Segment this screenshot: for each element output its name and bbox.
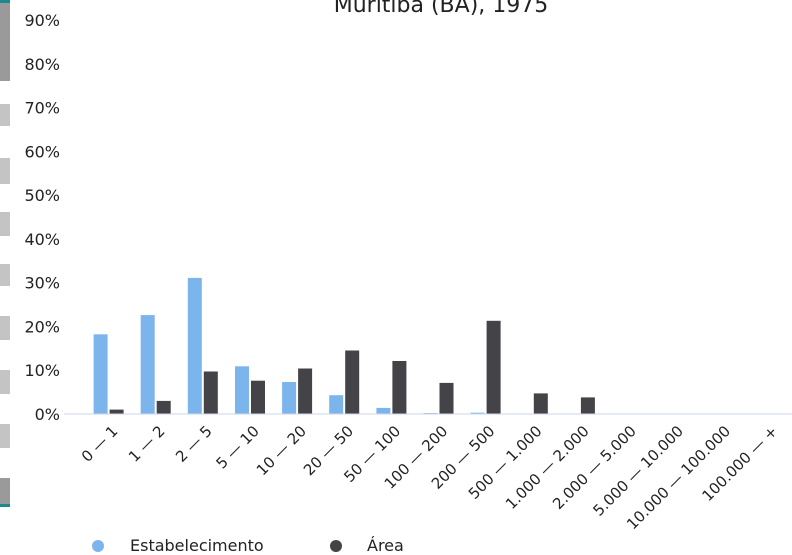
legend-label-estabelecimento[interactable]: Estabelecimento — [130, 536, 264, 555]
y-tick-label: 90% — [24, 11, 60, 30]
bar-area[interactable] — [439, 382, 454, 414]
chart-title: Muritiba (BA), 1975 — [334, 0, 549, 18]
y-tick-label: 10% — [24, 361, 60, 380]
bar-area[interactable] — [533, 393, 548, 414]
bar-area[interactable] — [203, 371, 218, 415]
y-tick-label: 30% — [24, 274, 60, 293]
bar-area[interactable] — [251, 380, 265, 414]
y-tick-label: 20% — [24, 317, 60, 336]
y-tick-label: 80% — [24, 55, 60, 74]
bar-estabelecimento[interactable] — [470, 412, 485, 414]
bar-area[interactable] — [109, 409, 124, 414]
y-tick-label: 70% — [24, 99, 60, 118]
bar-area[interactable] — [156, 400, 171, 414]
y-tick-label: 40% — [24, 230, 60, 249]
bar-area[interactable] — [298, 368, 313, 415]
x-tick-label: 2.000 — 5.000 — [549, 422, 640, 513]
y-tick-label: 60% — [24, 142, 60, 161]
bar-area[interactable] — [345, 350, 360, 415]
x-tick-label: 1.000 — 2.000 — [502, 422, 593, 513]
bar-estabelecimento[interactable] — [282, 382, 297, 414]
bar-estabelecimento[interactable] — [140, 315, 155, 414]
x-tick-label: 1 — 2 — [125, 422, 169, 466]
x-tick-label: 2 — 5 — [172, 422, 216, 466]
y-axis: 0% 10% 20% 30% 40% 50% 60% 70% 80% 90% — [24, 11, 60, 424]
bar-estabelecimento[interactable] — [93, 334, 108, 414]
bars — [93, 277, 595, 415]
bar-area[interactable] — [486, 320, 501, 414]
y-tick-label: 0% — [35, 405, 60, 424]
bar-estabelecimento[interactable] — [376, 407, 391, 414]
legend-label-area[interactable]: Área — [367, 536, 404, 555]
legend-marker-estabelecimento[interactable] — [92, 540, 104, 552]
y-tick-label: 50% — [24, 186, 60, 205]
bar-area[interactable] — [580, 397, 595, 414]
bar-estabelecimento[interactable] — [235, 366, 249, 414]
x-tick-label: 10 — 20 — [253, 422, 310, 479]
bar-area[interactable] — [392, 361, 407, 414]
bar-estabelecimento[interactable] — [329, 395, 344, 414]
legend-marker-area[interactable] — [330, 540, 342, 552]
bar-estabelecimento[interactable] — [187, 277, 202, 414]
x-tick-label: 0 — 1 — [78, 422, 122, 466]
